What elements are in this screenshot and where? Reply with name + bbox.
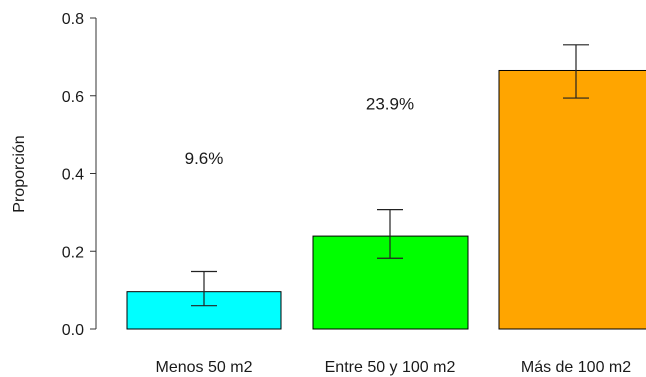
category-label-3: Más de 100 m2 (521, 359, 631, 376)
category-labels-group: Menos 50 m2 Entre 50 y 100 m2 Más de 100 m… (156, 359, 632, 376)
y-tick-label: 0.8 (62, 11, 84, 28)
bars-group (126, 69, 646, 330)
y-axis-label: Proporción (11, 135, 28, 212)
category-label-1: Menos 50 m2 (156, 359, 253, 376)
error-bars-group (191, 44, 589, 307)
bar-3 (498, 69, 646, 330)
y-tick-label: 0.2 (62, 244, 84, 261)
value-label-2: 23.9% (366, 95, 414, 114)
y-axis-ticks: 0.0 0.2 0.4 0.6 0.8 (62, 11, 96, 339)
y-tick-label: 0.4 (62, 167, 84, 184)
category-label-2: Entre 50 y 100 m2 (325, 359, 456, 376)
value-label-1: 9.6% (185, 149, 224, 168)
y-tick-label: 0.6 (62, 89, 84, 106)
value-labels-group: 9.6% 23.9% (185, 95, 414, 168)
y-tick-label: 0.0 (62, 322, 84, 339)
